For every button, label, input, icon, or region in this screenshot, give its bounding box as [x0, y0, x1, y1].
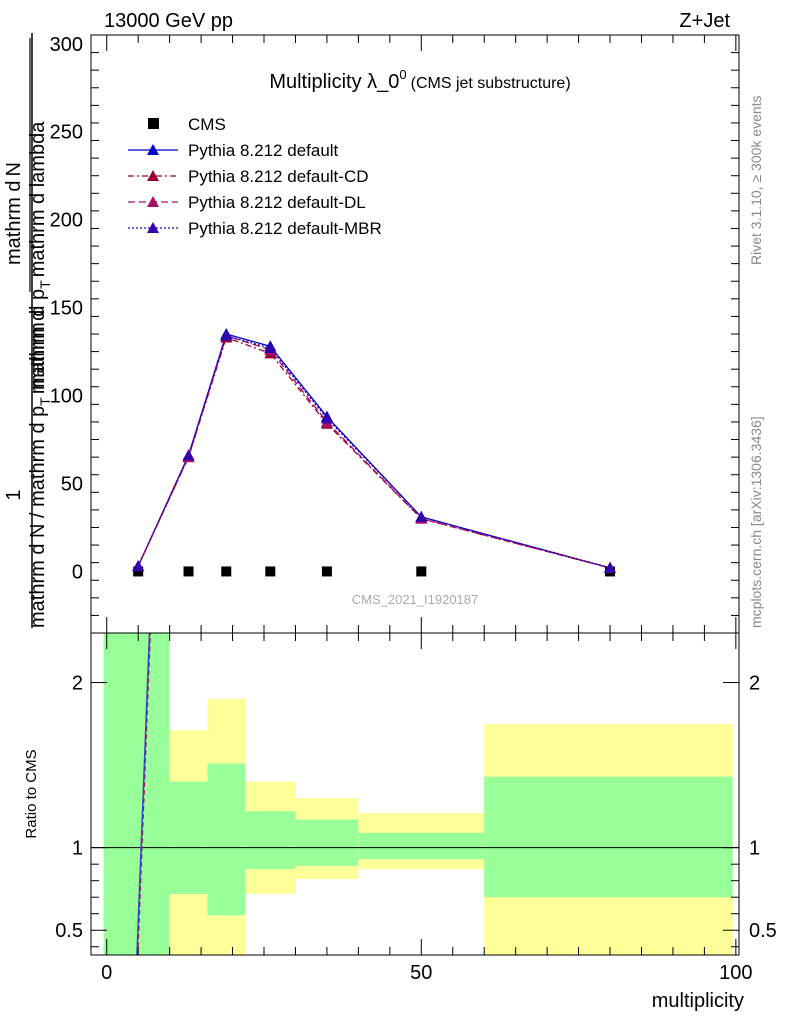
legend-label: Pythia 8.212 default	[188, 141, 339, 160]
ylabel-denominator: mathrm d N / mathrm d pTmathrm d	[27, 310, 53, 628]
x-tick-label: 50	[410, 962, 432, 984]
ratio-band-green	[103, 633, 170, 955]
cms-point	[416, 566, 427, 577]
legend-label: Pythia 8.212 default-CD	[188, 167, 369, 186]
main-y-tick-label: 0	[72, 561, 83, 583]
ratio-x-axis: 0 50 100	[101, 633, 753, 984]
series-point-4	[220, 329, 233, 341]
main-y-tick-label: 100	[50, 386, 83, 408]
cms-point	[321, 566, 332, 577]
mcplots-label: mcplots.cern.ch [arXiv:1306.3436]	[748, 416, 764, 628]
main-subtitle: (CMS jet substructure)	[411, 75, 571, 92]
ylabel-inner-den-text: mathrm d p	[27, 289, 49, 390]
legend-marker	[147, 144, 159, 155]
main-y-tick-label: 250	[50, 122, 83, 144]
ylabel-den-sub: T	[37, 397, 53, 406]
main-y-tick-label: 200	[50, 210, 83, 232]
ratio-mc-line-alt	[137, 632, 152, 956]
ratio-band-green	[169, 781, 208, 894]
ylabel-num-text: mathrm d	[3, 181, 25, 265]
legend-label: Pythia 8.212 default-DL	[188, 193, 366, 212]
ratio-band-green	[207, 763, 246, 916]
cms-point	[265, 566, 276, 577]
rivet-label: Rivet 3.1.10, ≥ 300k events	[748, 95, 764, 265]
ratio-y-tick-label: 0.5	[55, 920, 83, 942]
main-title-sup: 0	[399, 67, 406, 82]
ylabel-inner-den-tail: mathrm d lambda	[27, 121, 49, 277]
legend-label: CMS	[188, 115, 226, 134]
series-point-4	[415, 510, 428, 522]
x-tick-label: 0	[101, 962, 112, 984]
main-y-tick-label: 50	[61, 474, 83, 496]
ratio-y-tick-label: 2	[72, 673, 83, 695]
main-y-axis: 0 50 100 150 200 250 300	[50, 34, 739, 633]
legend-marker	[147, 222, 159, 233]
main-title: Multiplicity λ_00 (CMS jet substructure)	[269, 67, 570, 93]
series-point-4	[182, 449, 195, 461]
series-point-4	[264, 342, 277, 354]
series-point-4	[604, 561, 617, 573]
ratio-band-green	[245, 811, 296, 870]
ylabel-den-text: mathrm d N / mathrm d p	[27, 406, 49, 628]
header-right: Z+Jet	[679, 10, 730, 32]
main-y-tick-label: 150	[50, 298, 83, 320]
ratio-y-label: Ratio to CMS	[23, 749, 40, 838]
main-y-axis-label: 1 mathrm d N / mathrm d pTmathrm d mathr…	[3, 33, 53, 628]
legend-label: Pythia 8.212 default-MBR	[188, 219, 382, 238]
ylabel-one: 1	[3, 489, 25, 500]
ratio-y-axis: 0.5 0.5 1 1 2 2	[55, 673, 777, 948]
main-series-layer	[132, 328, 617, 577]
analysis-watermark: CMS_2021_I1920187	[352, 592, 479, 607]
ylabel-inner-denominator: mathrm d pTmathrm d lambda	[27, 121, 53, 390]
series-point-4	[132, 560, 145, 572]
ratio-frame	[90, 632, 740, 956]
ratio-y-tick-label: 1	[72, 838, 83, 860]
series-point-4	[320, 412, 333, 424]
ylabel-num-n: N	[3, 162, 25, 176]
ratio-mc-line	[136, 632, 151, 956]
x-tick-label: 100	[719, 962, 752, 984]
ratio-bands	[103, 633, 733, 955]
x-axis-label: multiplicity	[652, 990, 744, 1012]
ratio-band-green	[295, 819, 359, 866]
main-title-text: Multiplicity λ_0	[269, 71, 399, 93]
ratio-y-tick-label-right: 0.5	[749, 920, 777, 942]
ylabel-den-tail: mathrm d	[27, 310, 49, 394]
legend-marker	[148, 118, 159, 129]
main-y-tick-label: 300	[50, 34, 83, 56]
ratio-band-green	[484, 776, 733, 898]
ratio-lines	[91, 632, 739, 956]
ylabel-inner-numerator: mathrm d N	[3, 162, 25, 265]
ratio-y-tick-label-right: 2	[749, 673, 760, 695]
header-left: 13000 GeV pp	[104, 10, 233, 32]
ratio-y-tick-label-right: 1	[749, 838, 760, 860]
cms-point	[221, 566, 232, 577]
legend: CMS Pythia 8.212 default Pythia 8.212 defa…	[128, 115, 382, 238]
legend-marker	[147, 170, 159, 181]
legend-marker	[147, 196, 159, 207]
cms-point	[183, 566, 194, 577]
cms-point	[133, 566, 144, 577]
ratio-band-green	[358, 832, 485, 860]
ylabel-inner-den-sub: T	[37, 280, 53, 289]
